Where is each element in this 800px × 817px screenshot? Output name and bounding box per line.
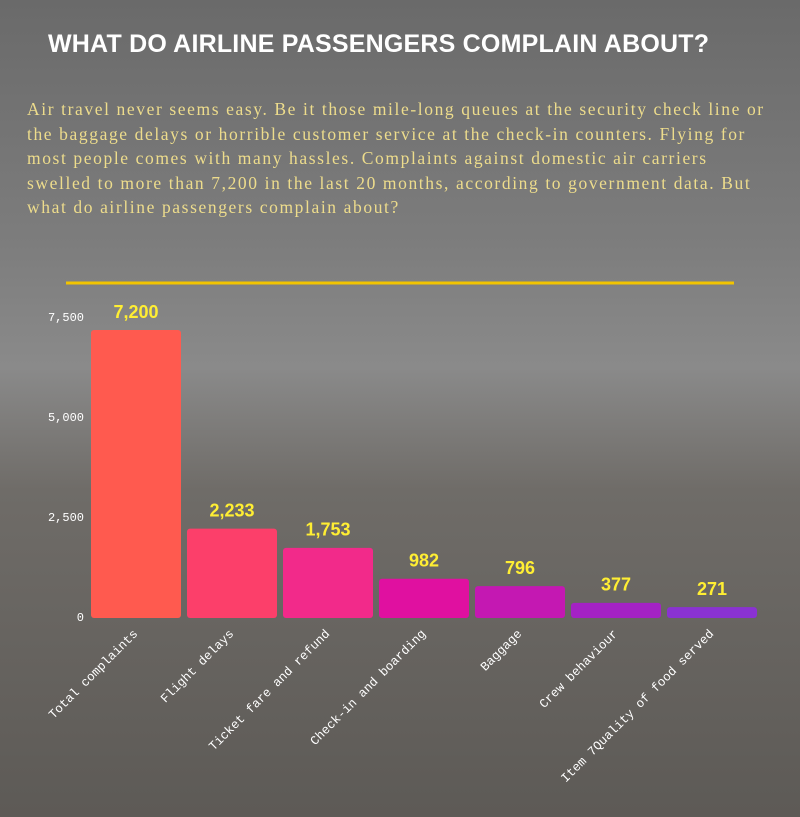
bar — [571, 602, 661, 618]
x-tick-label: Baggage — [478, 627, 525, 674]
value-label: 982 — [409, 550, 439, 570]
value-label: 7,200 — [113, 302, 158, 322]
x-tick-label: Check-in and boarding — [308, 627, 429, 748]
description: Air travel never seems easy. Be it those… — [27, 99, 765, 218]
value-label: 796 — [505, 558, 535, 578]
bar — [187, 528, 277, 618]
x-tick-label: Item 7Quality of food served — [559, 627, 717, 785]
bar — [667, 607, 757, 618]
x-tick-label: Crew behaviour — [537, 627, 621, 711]
value-label: 1,753 — [305, 520, 350, 540]
bar — [91, 330, 181, 618]
chart-title: WHAT DO AIRLINE PASSENGERS COMPLAIN ABOU… — [48, 30, 710, 58]
value-label: 271 — [697, 579, 727, 599]
bar — [379, 578, 469, 618]
y-tick-label: 5,000 — [48, 411, 84, 425]
y-tick-label: 2,500 — [48, 511, 84, 525]
y-tick-label: 7,500 — [48, 311, 84, 325]
x-tick-label: Total complaints — [46, 627, 141, 722]
value-label: 2,233 — [209, 500, 254, 520]
x-tick-label: Flight delays — [158, 627, 237, 706]
bar — [283, 547, 373, 618]
y-tick-label: 0 — [77, 611, 84, 625]
value-label: 377 — [601, 575, 631, 595]
bar — [475, 586, 565, 618]
